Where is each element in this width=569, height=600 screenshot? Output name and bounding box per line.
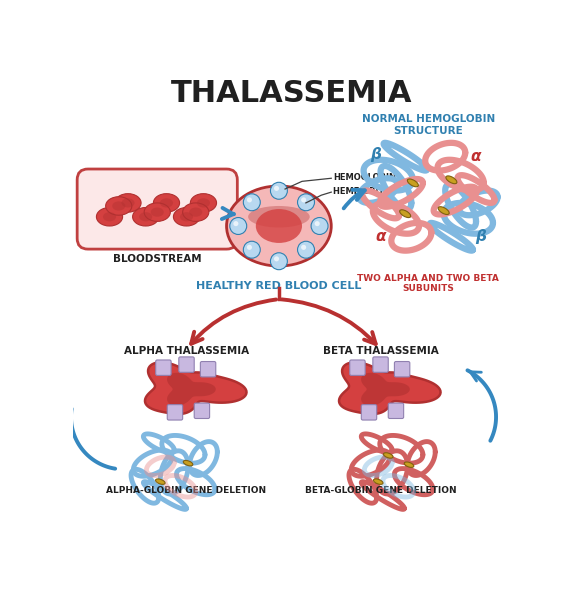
Circle shape [315,221,320,226]
Ellipse shape [226,186,331,266]
Ellipse shape [151,208,164,217]
Circle shape [247,245,252,250]
Text: β: β [370,147,381,162]
Circle shape [244,194,260,211]
Circle shape [274,186,279,191]
Circle shape [270,182,287,199]
Circle shape [301,245,306,250]
Ellipse shape [155,479,165,484]
Circle shape [230,218,247,235]
Ellipse shape [133,208,159,226]
Ellipse shape [384,453,393,458]
Text: BETA THALASSEMIA: BETA THALASSEMIA [323,346,439,356]
Ellipse shape [180,212,193,221]
FancyBboxPatch shape [373,357,388,372]
Text: TWO ALPHA AND TWO BETA
SUBUNITS: TWO ALPHA AND TWO BETA SUBUNITS [357,274,499,293]
Circle shape [270,253,287,270]
Polygon shape [145,362,246,414]
FancyBboxPatch shape [350,360,365,376]
FancyBboxPatch shape [388,403,403,419]
Text: HEME GROUP: HEME GROUP [333,187,395,196]
Text: α: α [376,229,386,244]
Ellipse shape [404,462,414,467]
Circle shape [298,194,315,211]
Ellipse shape [399,210,411,218]
Circle shape [244,241,260,258]
Circle shape [298,241,315,258]
Ellipse shape [197,198,210,208]
FancyBboxPatch shape [77,169,237,249]
Ellipse shape [115,194,141,212]
FancyBboxPatch shape [167,404,183,420]
Text: BLOODSTREAM: BLOODSTREAM [113,254,201,264]
Ellipse shape [144,203,170,221]
Text: ALPHA-GLOBIN GENE DELETION: ALPHA-GLOBIN GENE DELETION [106,486,266,495]
Ellipse shape [183,460,193,466]
Ellipse shape [96,208,122,226]
FancyBboxPatch shape [394,362,410,377]
Ellipse shape [446,176,457,184]
Ellipse shape [438,206,449,215]
Text: HEALTHY RED BLOOD CELL: HEALTHY RED BLOOD CELL [196,281,361,292]
Polygon shape [361,373,410,406]
Ellipse shape [139,212,152,221]
Text: THALASSEMIA: THALASSEMIA [171,79,412,108]
Ellipse shape [106,197,132,215]
Text: α: α [471,149,481,164]
Ellipse shape [248,206,310,227]
Polygon shape [339,362,440,414]
Ellipse shape [373,479,383,484]
Ellipse shape [174,208,200,226]
FancyBboxPatch shape [156,360,171,376]
FancyBboxPatch shape [361,404,377,420]
Text: β: β [475,229,486,244]
Ellipse shape [189,208,203,217]
Text: BETA-GLOBIN GENE DELETION: BETA-GLOBIN GENE DELETION [305,486,456,495]
Ellipse shape [256,209,302,243]
Polygon shape [167,373,216,406]
Ellipse shape [112,202,125,211]
Circle shape [233,221,238,226]
Circle shape [301,197,306,202]
Circle shape [247,197,252,202]
Text: NORMAL HEMOGLOBIN
STRUCTURE: NORMAL HEMOGLOBIN STRUCTURE [362,115,495,136]
Ellipse shape [407,179,418,187]
Circle shape [274,256,279,262]
Text: HEMOGLOBIN: HEMOGLOBIN [333,173,396,182]
Ellipse shape [103,212,116,221]
FancyBboxPatch shape [179,357,194,372]
Ellipse shape [160,198,173,208]
FancyBboxPatch shape [194,403,209,419]
Text: ALPHA THALASSEMIA: ALPHA THALASSEMIA [124,346,249,356]
Ellipse shape [154,194,180,212]
Ellipse shape [121,198,134,208]
Ellipse shape [183,203,209,221]
FancyBboxPatch shape [200,362,216,377]
Ellipse shape [191,194,217,212]
Circle shape [311,218,328,235]
